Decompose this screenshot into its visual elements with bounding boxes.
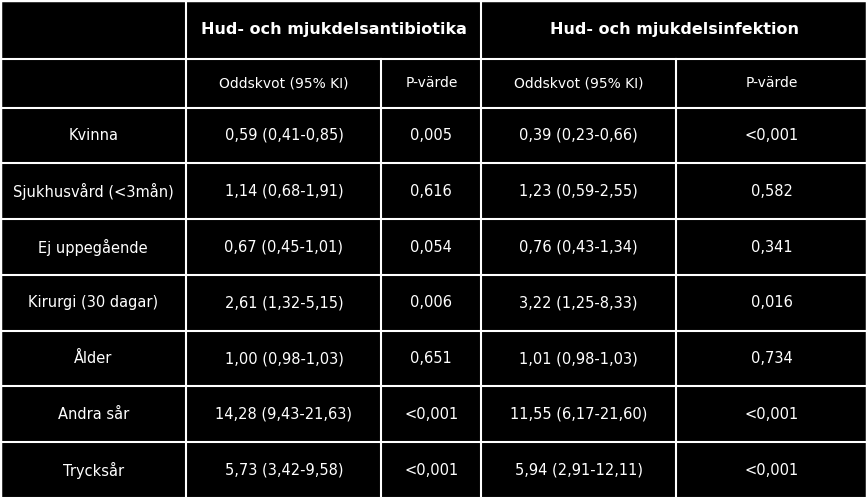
Text: <0,001: <0,001 bbox=[745, 463, 799, 478]
Text: <0,001: <0,001 bbox=[404, 407, 459, 422]
Text: 0,67 (0,45-1,01): 0,67 (0,45-1,01) bbox=[225, 240, 343, 254]
Text: Ålder: Ålder bbox=[74, 351, 113, 366]
Text: 5,94 (2,91-12,11): 5,94 (2,91-12,11) bbox=[515, 463, 642, 478]
Text: Andra sår: Andra sår bbox=[57, 407, 129, 422]
Text: <0,001: <0,001 bbox=[745, 128, 799, 143]
Text: 0,616: 0,616 bbox=[410, 184, 453, 199]
Text: 0,341: 0,341 bbox=[751, 240, 792, 254]
Text: 1,23 (0,59-2,55): 1,23 (0,59-2,55) bbox=[519, 184, 638, 199]
Text: 14,28 (9,43-21,63): 14,28 (9,43-21,63) bbox=[215, 407, 353, 422]
Text: 1,00 (0,98-1,03): 1,00 (0,98-1,03) bbox=[225, 351, 343, 366]
Text: Hud- och mjukdelsantibiotika: Hud- och mjukdelsantibiotika bbox=[201, 22, 466, 37]
Text: 0,651: 0,651 bbox=[410, 351, 453, 366]
Text: <0,001: <0,001 bbox=[404, 463, 459, 478]
Text: 11,55 (6,17-21,60): 11,55 (6,17-21,60) bbox=[510, 407, 648, 422]
Text: 0,005: 0,005 bbox=[410, 128, 453, 143]
Text: 0,76 (0,43-1,34): 0,76 (0,43-1,34) bbox=[519, 240, 638, 254]
Text: Sjukhusvård (<3mån): Sjukhusvård (<3mån) bbox=[13, 183, 173, 200]
Text: 0,734: 0,734 bbox=[751, 351, 792, 366]
Text: Trycksår: Trycksår bbox=[62, 462, 124, 479]
Text: Ej uppegående: Ej uppegående bbox=[38, 239, 148, 255]
Text: 1,14 (0,68-1,91): 1,14 (0,68-1,91) bbox=[225, 184, 343, 199]
Text: Oddskvot (95% KI): Oddskvot (95% KI) bbox=[219, 76, 349, 90]
Text: P-värde: P-värde bbox=[746, 76, 798, 90]
Text: Oddskvot (95% KI): Oddskvot (95% KI) bbox=[514, 76, 643, 90]
Text: 5,73 (3,42-9,58): 5,73 (3,42-9,58) bbox=[225, 463, 343, 478]
Text: P-värde: P-värde bbox=[405, 76, 458, 90]
Text: Kvinna: Kvinna bbox=[68, 128, 118, 143]
Text: 0,39 (0,23-0,66): 0,39 (0,23-0,66) bbox=[519, 128, 638, 143]
Text: Hud- och mjukdelsinfektion: Hud- och mjukdelsinfektion bbox=[550, 22, 799, 37]
Text: 3,22 (1,25-8,33): 3,22 (1,25-8,33) bbox=[519, 295, 638, 310]
Text: Kirurgi (30 dagar): Kirurgi (30 dagar) bbox=[28, 295, 159, 310]
Text: 0,59 (0,41-0,85): 0,59 (0,41-0,85) bbox=[225, 128, 343, 143]
Text: 0,582: 0,582 bbox=[751, 184, 792, 199]
Text: 1,01 (0,98-1,03): 1,01 (0,98-1,03) bbox=[519, 351, 638, 366]
Text: 0,006: 0,006 bbox=[410, 295, 453, 310]
Text: 0,054: 0,054 bbox=[410, 240, 453, 254]
Text: 2,61 (1,32-5,15): 2,61 (1,32-5,15) bbox=[225, 295, 343, 310]
Text: <0,001: <0,001 bbox=[745, 407, 799, 422]
Text: 0,016: 0,016 bbox=[751, 295, 792, 310]
